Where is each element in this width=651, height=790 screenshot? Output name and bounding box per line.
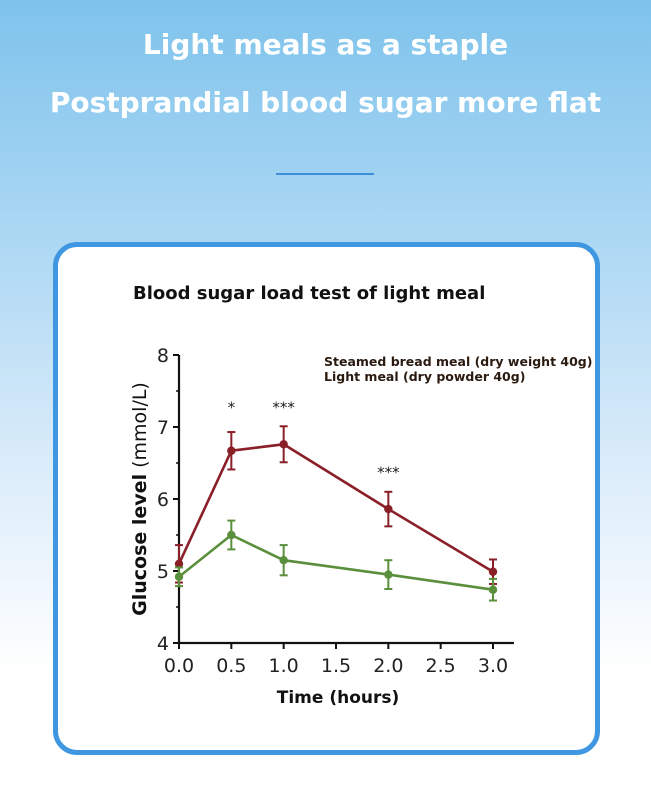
legend-entry: Light meal (dry powder 40g) (324, 369, 525, 384)
chart-axes: 4 5 6 7 8 0.0 0.5 1.0 1.5 2.0 2.5 3.0 (157, 345, 514, 677)
y-tick-label: 5 (157, 561, 169, 583)
significance-marker: * (228, 399, 236, 417)
data-point (227, 446, 236, 455)
significance-marker: *** (377, 463, 400, 481)
significance-marker: *** (272, 399, 295, 417)
data-point (384, 570, 393, 579)
y-tick-label: 4 (157, 633, 169, 655)
data-point (384, 504, 393, 514)
data-point (488, 585, 498, 594)
data-point (174, 559, 184, 568)
x-tick-label: 0.5 (216, 655, 246, 677)
x-tick-label: 1.0 (269, 655, 299, 677)
x-axis-label: Time (hours) (277, 688, 400, 708)
chart-labels: Time (hours)Glucose level (mmol/L) * *****… (129, 354, 592, 708)
data-point (488, 567, 498, 576)
chart-marks (174, 425, 498, 602)
x-tick-label: 1.5 (321, 655, 351, 677)
chart-card (53, 242, 600, 755)
header-divider (276, 173, 374, 175)
x-tick-label: 0.0 (164, 655, 194, 677)
y-axis-label: Glucose level (mmol/L) (129, 382, 151, 616)
data-point (174, 572, 184, 581)
legend-entry: Steamed bread meal (dry weight 40g) (324, 354, 592, 369)
x-tick-label: 3.0 (478, 655, 508, 677)
x-tick-label: 2.0 (373, 655, 403, 677)
x-tick-label: 2.5 (426, 655, 456, 677)
y-axis-label-unit: (mmol/L) (129, 382, 151, 474)
headline-title: Light meals as a staple (142, 28, 509, 61)
data-point (279, 556, 288, 565)
chart-title: Blood sugar load test of light meal (133, 283, 486, 304)
series-line-0 (177, 442, 494, 573)
data-point (279, 440, 288, 449)
y-tick-label: 8 (157, 345, 169, 367)
data-point (227, 530, 236, 540)
y-tick-label: 6 (157, 489, 169, 511)
y-axis-label-main: Glucose level (129, 474, 151, 616)
y-tick-label: 7 (157, 417, 169, 439)
headline-subtitle: Postprandial blood sugar more flat (49, 86, 602, 119)
